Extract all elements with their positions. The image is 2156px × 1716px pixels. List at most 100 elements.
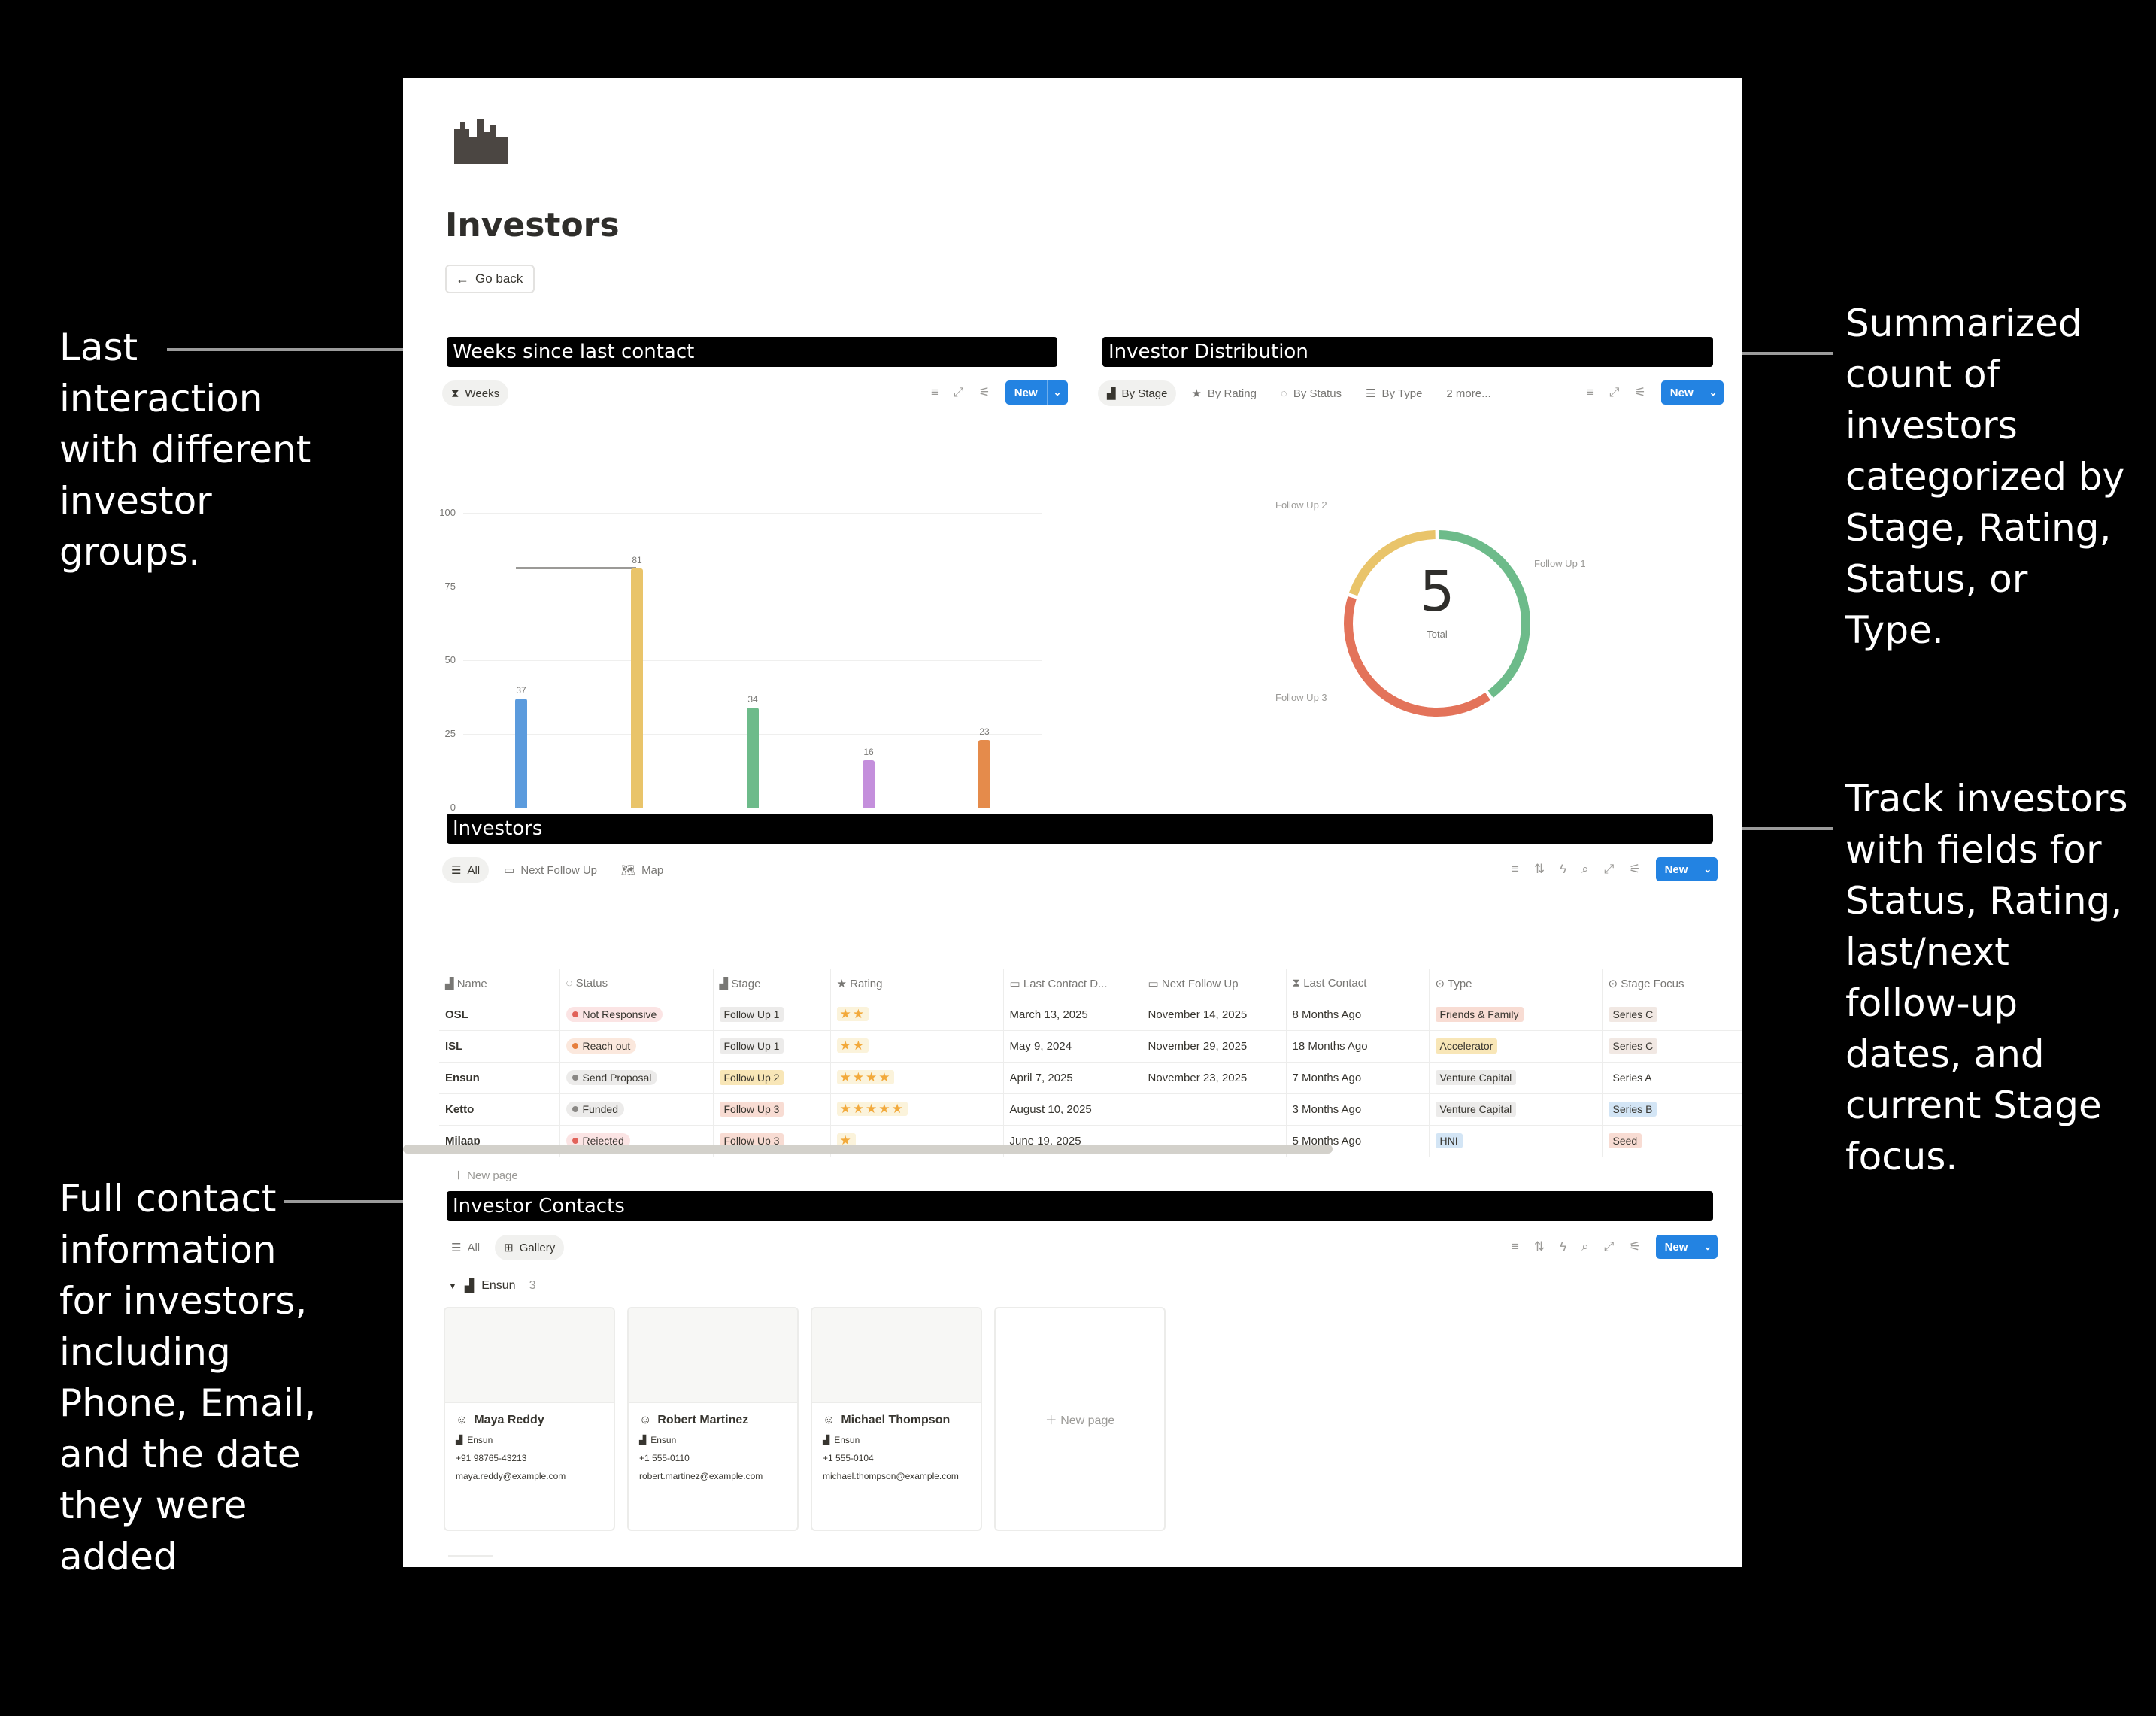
new-card-button[interactable]: ＋ New page: [994, 1307, 1166, 1531]
sort-icon[interactable]: ⇅: [1533, 862, 1545, 876]
cell-rating[interactable]: ★★: [829, 1029, 1003, 1062]
cell-type[interactable]: Friends & Family: [1428, 998, 1602, 1030]
cell-rating[interactable]: ★★★★★: [829, 1093, 1003, 1125]
automation-icon[interactable]: ϟ: [1560, 862, 1567, 876]
cell-stage[interactable]: Follow Up 2: [712, 1061, 830, 1093]
tab-gallery[interactable]: ⊞ Gallery: [495, 1235, 565, 1260]
filter-icon[interactable]: ≡: [1512, 1239, 1519, 1254]
cell-last-contact-date[interactable]: August 10, 2025: [1002, 1093, 1142, 1125]
contacts-new-button[interactable]: New ⌄: [1655, 1235, 1718, 1259]
distribution-new-button[interactable]: New ⌄: [1660, 380, 1724, 405]
contact-card[interactable]: ☺ Michael Thompson ▟ Ensun +1 555-0104 mic…: [811, 1307, 982, 1531]
tab-map[interactable]: 🗺 Map: [612, 857, 672, 883]
cell-stage[interactable]: Follow Up 3: [712, 1093, 830, 1125]
chevron-down-icon[interactable]: ⌄: [1697, 1235, 1718, 1259]
column-header-name[interactable]: ▟ Name: [439, 969, 559, 999]
cell-next-follow-up[interactable]: November 29, 2025: [1141, 1029, 1286, 1062]
filter-icon[interactable]: ≡: [1512, 862, 1519, 876]
tab-by-stage[interactable]: ▟ By Stage: [1098, 380, 1177, 406]
cell-type[interactable]: Venture Capital: [1428, 1093, 1602, 1125]
settings-icon[interactable]: ⚟: [1634, 385, 1646, 399]
cell-name[interactable]: Ensun: [439, 1061, 559, 1093]
table-row[interactable]: Ensun Send Proposal Follow Up 2 ★★★★ April 7…: [439, 1061, 1742, 1093]
settings-icon[interactable]: ⚟: [1629, 862, 1641, 876]
cell-type[interactable]: HNI: [1428, 1124, 1602, 1157]
cell-stage[interactable]: Follow Up 1: [712, 1029, 830, 1062]
cell-status[interactable]: Not Responsive: [559, 998, 713, 1030]
bar-osl[interactable]: [515, 698, 527, 808]
gallery-group-ensun[interactable]: ▼ ▟ Ensun 3: [448, 1278, 535, 1293]
column-header-last-contact-date[interactable]: ▭ Last Contact D...: [1002, 969, 1142, 999]
cell-next-follow-up[interactable]: November 14, 2025: [1141, 998, 1286, 1030]
cell-stage-focus[interactable]: Series A: [1601, 1061, 1742, 1093]
tab-by-rating[interactable]: ★ By Rating: [1182, 380, 1266, 406]
cell-status[interactable]: Funded: [559, 1093, 713, 1125]
cell-last-contact-date[interactable]: March 13, 2025: [1002, 998, 1142, 1030]
expand-icon[interactable]: ⤢: [1603, 862, 1615, 876]
tab-next-follow-up[interactable]: ▭ Next Follow Up: [495, 857, 606, 883]
table-row[interactable]: OSL Not Responsive Follow Up 1 ★★ March 13, …: [439, 998, 1742, 1030]
bar-ketto[interactable]: [863, 760, 875, 808]
tab-by-status[interactable]: ◌ By Status: [1272, 380, 1351, 406]
chevron-down-icon[interactable]: ⌄: [1702, 380, 1724, 405]
investors-new-page-button[interactable]: ＋ New page: [453, 1169, 518, 1182]
table-row[interactable]: ISL Reach out Follow Up 1 ★★ May 9, 2024 Nove…: [439, 1029, 1742, 1062]
cell-stage[interactable]: Follow Up 1: [712, 998, 830, 1030]
cell-stage-focus[interactable]: Series C: [1601, 1029, 1742, 1062]
sort-icon[interactable]: ⇅: [1533, 1239, 1545, 1254]
column-header-stage-focus[interactable]: ⊙ Stage Focus: [1601, 969, 1742, 999]
weeks-new-button[interactable]: New ⌄: [1005, 380, 1068, 405]
chevron-down-icon[interactable]: ⌄: [1046, 380, 1068, 405]
search-icon[interactable]: ⌕: [1581, 862, 1589, 876]
column-header-last-contact[interactable]: ⧗ Last Contact: [1285, 969, 1429, 999]
cell-status[interactable]: Send Proposal: [559, 1061, 713, 1093]
bar-milaap[interactable]: [978, 739, 990, 808]
horizontal-scrollbar[interactable]: [403, 1145, 1333, 1154]
tab-all[interactable]: ☰ All: [442, 1235, 489, 1260]
filter-icon[interactable]: ≡: [931, 385, 939, 399]
investors-new-button[interactable]: New ⌄: [1655, 857, 1718, 881]
bar-ensun[interactable]: [747, 707, 759, 808]
chevron-down-icon[interactable]: ⌄: [1697, 857, 1718, 881]
tab-more[interactable]: 2 more...: [1437, 380, 1499, 406]
search-icon[interactable]: ⌕: [1581, 1239, 1589, 1254]
cell-name[interactable]: OSL: [439, 998, 559, 1030]
tab-all[interactable]: ☰ All: [442, 857, 490, 883]
cell-last-contact-date[interactable]: May 9, 2024: [1002, 1029, 1142, 1062]
column-header-stage[interactable]: ▟ Stage: [712, 969, 830, 999]
cell-rating[interactable]: ★★★★: [829, 1061, 1003, 1093]
column-header-rating[interactable]: ★ Rating: [829, 969, 1003, 999]
contact-card[interactable]: ☺ Robert Martinez ▟ Ensun +1 555-0110 robe…: [627, 1307, 799, 1531]
cell-next-follow-up[interactable]: [1141, 1093, 1286, 1125]
cell-stage-focus[interactable]: Seed: [1601, 1124, 1742, 1157]
go-back-button[interactable]: ← Go back: [445, 265, 535, 293]
donut-segment-follow-up-2[interactable]: [1348, 530, 1436, 596]
automation-icon[interactable]: ϟ: [1560, 1239, 1567, 1254]
cell-rating[interactable]: ★★: [829, 998, 1003, 1030]
expand-icon[interactable]: ⤢: [1603, 1239, 1615, 1254]
donut-segment-follow-up-3[interactable]: [1344, 596, 1490, 717]
tab-by-type[interactable]: ☰ By Type: [1357, 380, 1431, 406]
cell-stage-focus[interactable]: Series C: [1601, 998, 1742, 1030]
tab-weeks[interactable]: ⧗ Weeks: [442, 380, 509, 406]
column-header-next-follow-up[interactable]: ▭ Next Follow Up: [1141, 969, 1286, 999]
caret-down-icon[interactable]: ▼: [448, 1281, 457, 1291]
cell-next-follow-up[interactable]: November 23, 2025: [1141, 1061, 1286, 1093]
contact-card[interactable]: ☺ Maya Reddy ▟ Ensun +91 98765-43213 maya.…: [444, 1307, 615, 1531]
table-row[interactable]: Ketto Funded Follow Up 3 ★★★★★ August 10, 20…: [439, 1093, 1742, 1125]
settings-icon[interactable]: ⚟: [1629, 1239, 1641, 1254]
cell-type[interactable]: Accelerator: [1428, 1029, 1602, 1062]
cell-name[interactable]: ISL: [439, 1029, 559, 1062]
expand-icon[interactable]: ⤢: [953, 385, 964, 399]
settings-icon[interactable]: ⚟: [978, 385, 990, 399]
cell-type[interactable]: Venture Capital: [1428, 1061, 1602, 1093]
cell-status[interactable]: Reach out: [559, 1029, 713, 1062]
expand-icon[interactable]: ⤢: [1609, 385, 1620, 399]
cell-name[interactable]: Ketto: [439, 1093, 559, 1125]
column-header-status[interactable]: ◌ Status: [559, 969, 713, 999]
filter-icon[interactable]: ≡: [1587, 385, 1594, 399]
column-header-type[interactable]: ⊙ Type: [1428, 969, 1602, 999]
donut-segment-follow-up-1[interactable]: [1439, 530, 1530, 698]
cell-stage-focus[interactable]: Series B: [1601, 1093, 1742, 1125]
cell-last-contact-date[interactable]: April 7, 2025: [1002, 1061, 1142, 1093]
